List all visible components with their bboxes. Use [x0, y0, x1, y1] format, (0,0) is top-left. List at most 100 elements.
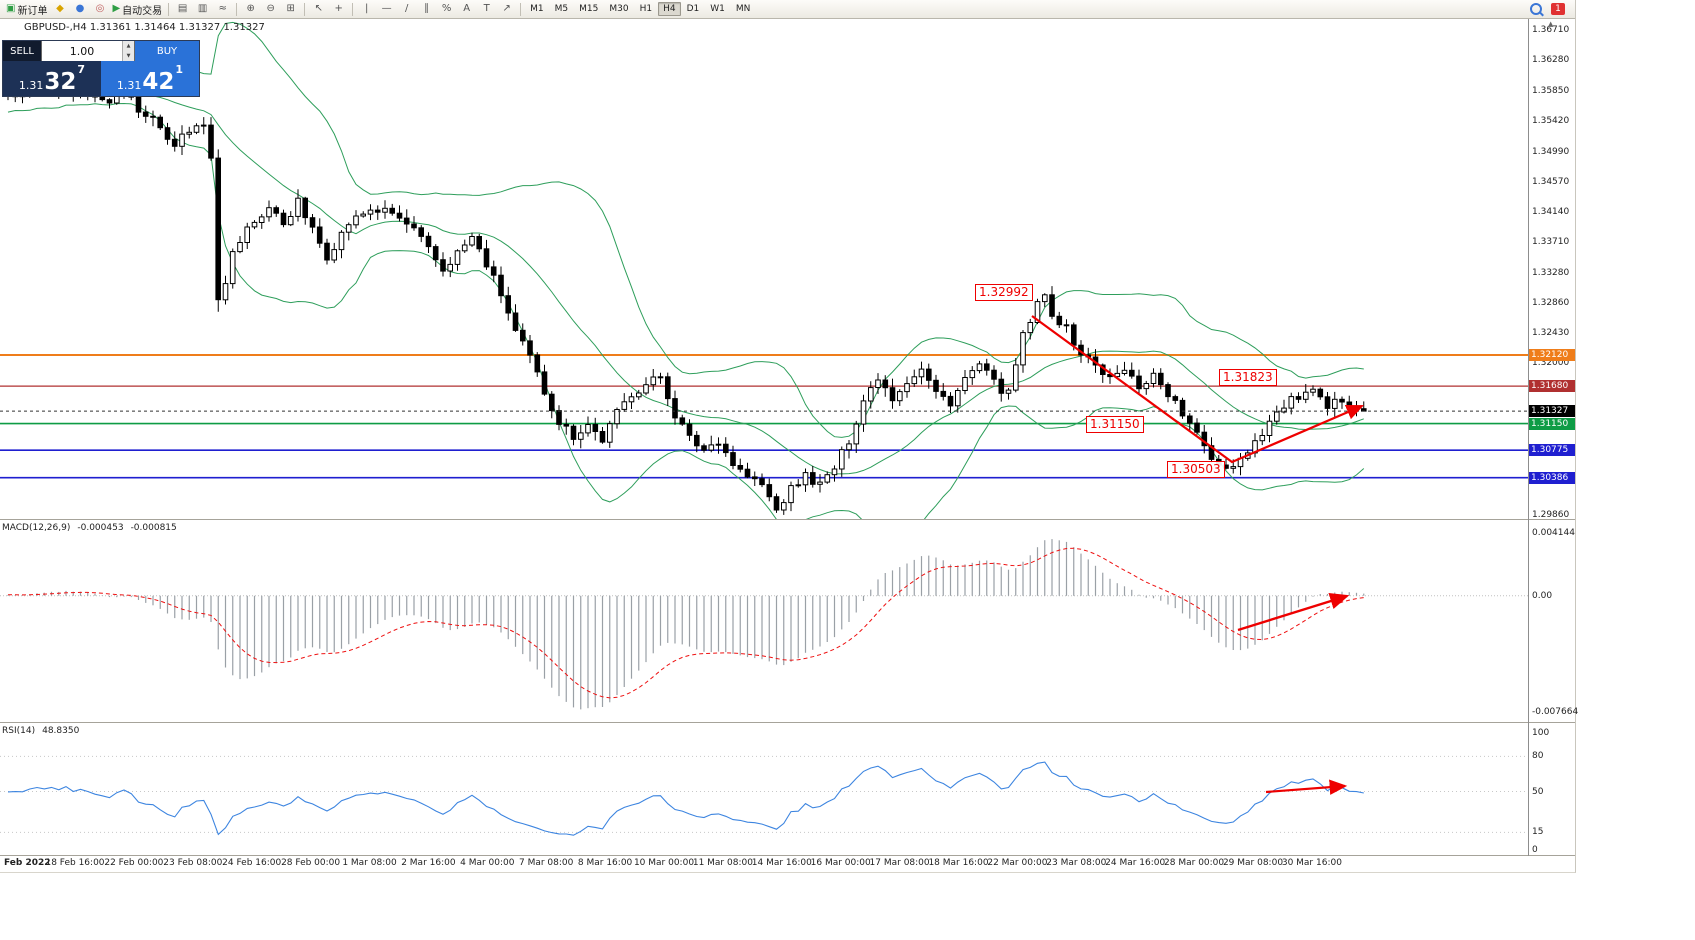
time-axis-label: 22 Mar 00:00 — [987, 858, 1048, 868]
candlestick-chart-icon[interactable]: ▥ — [193, 2, 212, 17]
timeframe-m5-button[interactable]: M5 — [554, 4, 569, 14]
axis-splitter — [0, 855, 1575, 856]
price-badge: 1.30775 — [1529, 444, 1575, 457]
toolbar-separator — [304, 2, 306, 16]
time-axis-label: 2 Mar 16:00 — [401, 858, 456, 868]
toolbar-separator — [236, 2, 238, 16]
price-tick: 1.32860 — [1532, 297, 1570, 308]
volume-increase-button[interactable]: ▲ — [123, 41, 134, 51]
buy-button[interactable]: BUY — [135, 41, 199, 61]
autotrade-icon: ▶ — [112, 3, 121, 14]
toolbar: ▣ 新订单 ◆ ● ◎ ▶ 自动交易 ▤ ▥ ≈ ⊕ ⊖ ⊞ ↖ + | — / ∥% A T ↗ M1 M5 M15 M30 H1… — [0, 0, 1575, 19]
trend-arrow — [1031, 315, 1365, 464]
fibonacci-icon[interactable]: % — [437, 2, 456, 17]
candlestick-chart-icon: ▥ — [197, 3, 208, 14]
rsi-line — [7, 761, 1364, 836]
arrow-tool-icon[interactable]: ↗ — [497, 2, 516, 17]
timeframe-m30-button[interactable]: M30 — [609, 4, 629, 14]
price-badge: 1.31327 — [1529, 405, 1575, 418]
rsi-axis-tick: 80 — [1532, 751, 1544, 762]
volume-decrease-button[interactable]: ▼ — [123, 51, 134, 61]
panel-splitter[interactable] — [0, 722, 1575, 723]
trendline-icon[interactable]: / — [397, 2, 416, 17]
timeframe-mn-button[interactable]: MN — [735, 4, 751, 14]
label-icon[interactable]: T — [477, 2, 496, 17]
sell-button[interactable]: SELL — [3, 41, 41, 61]
mt4-window: ▣ 新订单 ◆ ● ◎ ▶ 自动交易 ▤ ▥ ≈ ⊕ ⊖ ⊞ ↖ + | — / ∥% A T ↗ M1 M5 M15 M30 H1… — [0, 0, 1576, 873]
price-tick: 1.35420 — [1532, 116, 1570, 127]
alerts-icon: ◎ — [95, 3, 105, 14]
time-axis-label: 23 Feb 08:00 — [163, 858, 223, 868]
zoom-in-icon[interactable]: ⊕ — [241, 2, 260, 17]
macd-label: MACD(12,26,9) -0.000453 -0.000815 — [2, 523, 184, 533]
macd-axis-tick: 0.004144 — [1532, 528, 1575, 538]
cursor-icon[interactable]: ↖ — [309, 2, 328, 17]
toolbar-separator — [352, 2, 354, 16]
rsi-axis-tick: 0 — [1532, 845, 1538, 855]
text-icon[interactable]: A — [457, 2, 476, 17]
timeframe-w1-button[interactable]: W1 — [710, 4, 725, 14]
search-icon[interactable] — [1530, 3, 1542, 15]
autotrade-button[interactable]: ▶ 自动交易 — [110, 2, 164, 17]
time-axis-label: 29 Mar 08:00 — [1222, 858, 1284, 868]
community-icon: ● — [75, 3, 85, 14]
new-order-icon: ▣ — [6, 3, 16, 14]
timeframe-h4-button[interactable]: H4 — [658, 2, 681, 16]
time-axis-label: 30 Mar 16:00 — [1281, 858, 1342, 868]
price-badge: 1.32120 — [1529, 348, 1575, 361]
time-axis-label: 18 Mar 16:00 — [928, 858, 989, 868]
price-tick: 1.32000 — [1532, 358, 1570, 369]
time-axis-label: 8 Mar 16:00 — [577, 858, 633, 868]
macd-axis-tick: 0.00 — [1532, 590, 1553, 601]
macd-value-main: -0.000453 — [77, 523, 124, 533]
macd-panel-canvas[interactable] — [0, 520, 1528, 723]
label-icon: T — [483, 3, 490, 14]
timeframe-m15-button[interactable]: M15 — [579, 4, 599, 14]
line-chart-icon[interactable]: ≈ — [213, 2, 232, 17]
price-scale-arrow-icon[interactable]: ▲ — [1548, 20, 1554, 28]
rsi-label: RSI(14) 48.8350 — [2, 726, 86, 736]
volume-field[interactable]: 1.00 ▲ ▼ — [41, 41, 135, 61]
ask-price[interactable]: 1.31 42 1 — [101, 61, 199, 96]
crosshair-icon[interactable]: + — [329, 2, 348, 17]
tile-windows-icon[interactable]: ⊞ — [281, 2, 300, 17]
macd-signal-line — [7, 547, 1364, 699]
alerts-icon[interactable]: ◎ — [90, 2, 109, 17]
time-axis-label: 14 Mar 16:00 — [751, 858, 812, 868]
vertical-line-icon: | — [364, 3, 369, 14]
bar-chart-icon[interactable]: ▤ — [173, 2, 192, 17]
zoom-out-icon[interactable]: ⊖ — [261, 2, 280, 17]
price-badge: 1.30386 — [1529, 471, 1575, 484]
time-axis-label: 28 Mar 00:00 — [1164, 858, 1225, 868]
panel-splitter[interactable] — [0, 519, 1575, 520]
toolbar-separator — [520, 2, 522, 16]
rsi-axis-tick: 100 — [1532, 728, 1550, 738]
bar-chart-icon: ▤ — [177, 3, 188, 14]
zoom-in-icon: ⊕ — [246, 3, 255, 14]
bb-lower — [7, 102, 1365, 520]
bid-price-big: 32 — [44, 69, 77, 95]
channel-icon[interactable]: ∥ — [417, 2, 436, 17]
time-axis-label: 28 Feb 00:00 — [281, 858, 341, 868]
price-axis-border — [1528, 18, 1529, 856]
timeframe-h1-button[interactable]: H1 — [639, 4, 653, 14]
volume-value[interactable]: 1.00 — [69, 44, 95, 58]
rsi-name: RSI(14) — [2, 726, 36, 736]
ask-price-sup: 1 — [175, 63, 184, 76]
new-order-button[interactable]: ▣ 新订单 — [4, 2, 49, 17]
rsi-panel-canvas[interactable] — [0, 723, 1528, 856]
community-icon[interactable]: ● — [70, 2, 89, 17]
notification-badge[interactable]: 1 — [1551, 3, 1565, 15]
macd-value-signal: -0.000815 — [130, 523, 177, 533]
main-chart-canvas[interactable] — [0, 18, 1528, 520]
timeframe-d1-button[interactable]: D1 — [686, 4, 700, 14]
one-click-trading-panel: SELL 1.00 ▲ ▼ BUY 1.31 32 7 1.31 42 1 — [2, 40, 200, 97]
deposit-icon[interactable]: ◆ — [50, 2, 69, 17]
bid-price[interactable]: 1.31 32 7 — [3, 61, 101, 96]
cursor-icon: ↖ — [314, 3, 323, 14]
price-tick: 1.35850 — [1532, 85, 1570, 96]
timeframe-m1-button[interactable]: M1 — [530, 4, 544, 14]
vertical-line-icon[interactable]: | — [357, 2, 376, 17]
bollinger-bands-layer — [7, 21, 1365, 520]
horizontal-line-icon[interactable]: — — [377, 2, 396, 17]
